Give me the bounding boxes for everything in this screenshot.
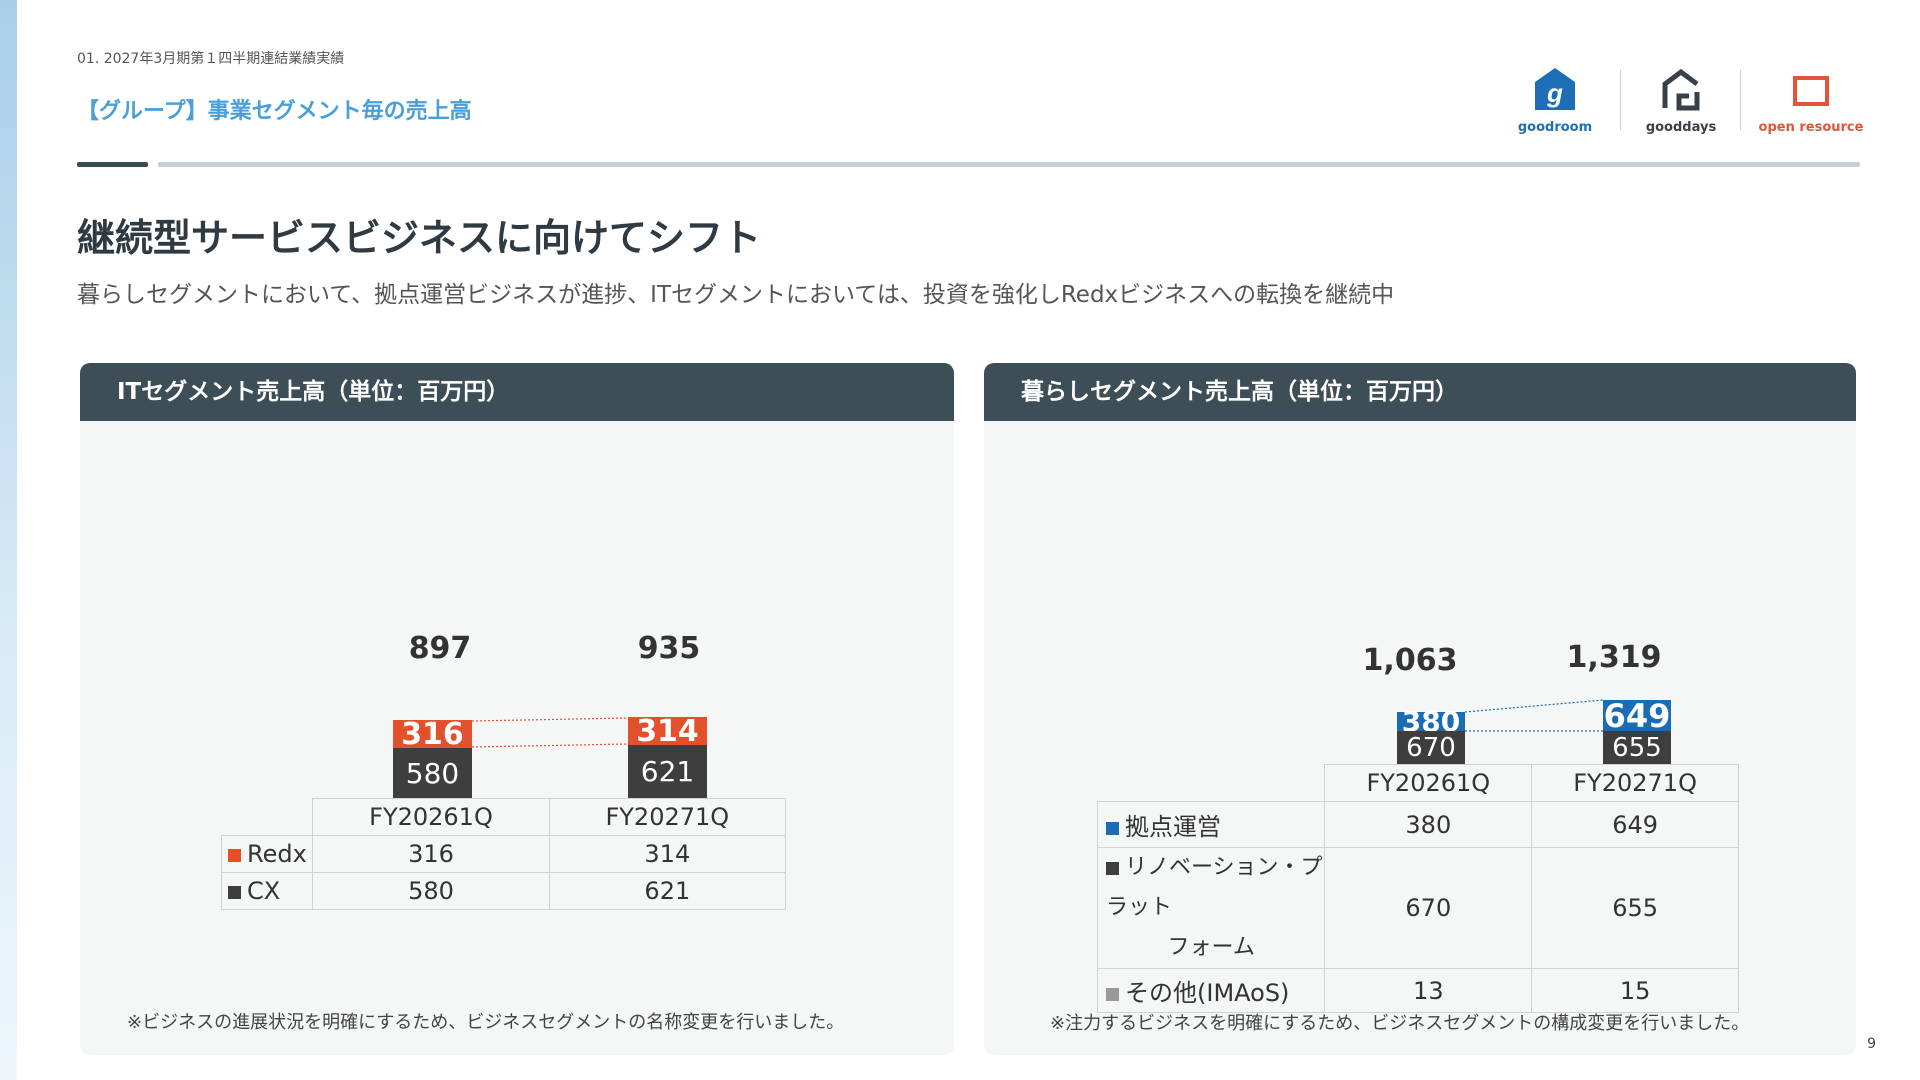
gooddays-logo: gooddays [1636, 66, 1726, 135]
table-cell: 316 [312, 835, 550, 873]
it-segment-panel: ITセグメント売上高（単位：百万円） 897 935 316 580 314 6… [80, 363, 954, 1055]
life-period-header: FY20271Q [1531, 764, 1739, 802]
it-period-header: FY20261Q [312, 798, 550, 836]
table-row: CX 580 621 [220, 872, 787, 910]
life-renovation-bar-q1-2026: 670 [1397, 731, 1465, 764]
it-total-q1-2027: 935 [637, 631, 701, 666]
headline: 継続型サービスビジネスに向けてシフト [77, 216, 762, 260]
it-total-q1-2026: 897 [408, 631, 472, 666]
goodroom-label: goodroom [1517, 120, 1593, 135]
gooddays-label: gooddays [1645, 120, 1717, 135]
it-row-label: CX [247, 877, 281, 905]
table-row: Redx 316 314 [220, 835, 787, 873]
it-cx-bar-q1-2027: 621 [628, 745, 707, 798]
decorative-side-strip [0, 0, 17, 1080]
it-connector-lines [471, 717, 629, 748]
it-footnote: ※ビジネスの進展状況を明確にするため、ビジネスセグメントの名称変更を行いました。 [127, 1012, 845, 1033]
table-row: リノベーション・プラット フォーム 670 655 [1096, 847, 1739, 969]
renovation-legend-swatch [1106, 861, 1119, 875]
subheadline: 暮らしセグメントにおいて、拠点運営ビジネスが進捗、ITセグメントにおいては、投資… [77, 282, 1395, 308]
it-redx-bar-q1-2027: 314 [628, 714, 707, 749]
table-cell: 13 [1324, 968, 1533, 1013]
open-resource-frame-icon [1793, 76, 1829, 106]
table-row: その他(IMAoS) 13 15 [1096, 968, 1739, 1013]
table-cell: 621 [548, 872, 787, 910]
gooddays-house-icon [1662, 68, 1700, 111]
life-connector-lines [1464, 699, 1604, 732]
life-row-label: その他(IMAoS) [1125, 979, 1290, 1007]
title-rule-accent [77, 162, 148, 167]
life-footnote: ※注力するビジネスを明確にするため、ビジネスセグメントの構成変更を行いました。 [1050, 1013, 1750, 1034]
life-row-label: 拠点運営 [1125, 813, 1221, 841]
table-row: 拠点運営 380 649 [1096, 801, 1739, 848]
it-panel-title: ITセグメント売上高（単位：百万円） [80, 363, 954, 421]
table-cell: 670 [1324, 847, 1533, 969]
goodroom-glyph: g [1546, 78, 1563, 108]
life-kyoten-bar-q1-2027: 649 [1603, 696, 1671, 735]
section-title: 【グループ】事業セグメント毎の売上高 [77, 99, 472, 124]
cx-legend-swatch [228, 885, 241, 899]
other-legend-swatch [1106, 987, 1119, 1001]
it-redx-bar-q1-2026: 316 [393, 717, 472, 752]
goodroom-logo: g goodroom [1510, 66, 1600, 135]
life-total-q1-2026: 1,063 [1362, 643, 1458, 678]
life-data-table: FY20261Q FY20271Q 拠点運営 380 649 リノベーション・プ… [1096, 764, 1739, 1013]
it-period-header: FY20271Q [548, 798, 787, 836]
table-cell: 15 [1531, 968, 1739, 1013]
life-period-header: FY20261Q [1324, 764, 1533, 802]
page-number: 9 [1867, 1036, 1876, 1052]
table-cell: 655 [1531, 847, 1739, 969]
life-renovation-bar-q1-2027: 655 [1603, 731, 1671, 764]
breadcrumb: 01. 2027年3月期第１四半期連結業績実績 [77, 51, 345, 67]
redx-legend-swatch [228, 848, 241, 862]
life-row-label-cont: フォーム [1167, 935, 1255, 960]
open-resource-logo: open resource [1756, 66, 1866, 135]
open-resource-label: open resource [1758, 120, 1864, 135]
table-cell: 649 [1531, 801, 1739, 848]
brand-logos: g goodroom gooddays open resource [1510, 66, 1880, 136]
it-row-label: Redx [247, 840, 307, 868]
life-kyoten-bar-q1-2026: 380 [1397, 705, 1465, 738]
goodroom-house-icon: g [1535, 68, 1575, 110]
table-cell: 314 [548, 835, 787, 873]
kyoten-legend-swatch [1106, 821, 1119, 835]
title-rule [158, 162, 1860, 167]
table-cell: 580 [312, 872, 550, 910]
table-cell: 380 [1324, 801, 1533, 848]
life-row-label: リノベーション・プラット [1106, 855, 1323, 920]
it-cx-bar-q1-2026: 580 [393, 748, 472, 798]
life-panel-title: 暮らしセグメント売上高（単位：百万円） [984, 363, 1856, 421]
it-data-table: FY20261Q FY20271Q Redx 316 314 CX 580 62… [220, 798, 787, 910]
life-total-q1-2027: 1,319 [1566, 640, 1662, 675]
life-segment-panel: 暮らしセグメント売上高（単位：百万円） 1,063 1,319 380 670 … [984, 363, 1856, 1055]
